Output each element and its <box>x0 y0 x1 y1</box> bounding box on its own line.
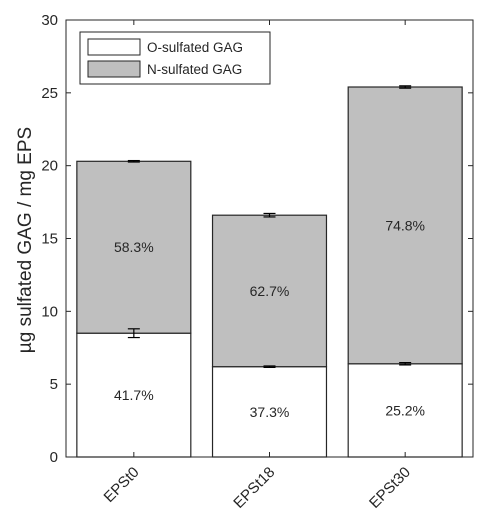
y-tick-label: 0 <box>50 449 58 466</box>
errorbars-layer <box>127 85 412 369</box>
y-tick-label: 15 <box>41 231 58 248</box>
bar-segment-epst30-s1 <box>347 86 463 365</box>
segment-percent-label: 25.2% <box>385 402 425 418</box>
y-axis-label-group: µg sulfated GAG / mg EPS <box>15 127 36 353</box>
y-tick-label: 30 <box>41 12 58 29</box>
bars-layer <box>76 86 463 458</box>
legend: O-sulfated GAG N-sulfated GAG <box>79 31 271 85</box>
legend-swatch <box>87 38 141 56</box>
x-tick-label: EPSt0 <box>101 464 143 506</box>
bar-segment-epst18-s1 <box>211 214 328 368</box>
segment-percent-label: 37.3% <box>250 404 290 420</box>
legend-swatch <box>87 60 141 78</box>
bar-segment-epst30-s0 <box>347 363 463 458</box>
y-tick-label: 20 <box>41 158 58 175</box>
x-tick-label: EPSt30 <box>366 464 414 512</box>
segment-percent-label: 58.3% <box>114 239 154 255</box>
bar-labels-layer: 41.7% 58.3% 37.3% 62.7% 25.2% 74.8% <box>114 217 425 419</box>
y-axis-label: µg sulfated GAG / mg EPS <box>15 127 36 353</box>
y-tick-label: 5 <box>50 376 58 393</box>
segment-percent-label: 74.8% <box>385 217 425 233</box>
bar-segment-epst0-s1 <box>76 160 192 334</box>
bar-segment-epst0-s0 <box>76 332 192 458</box>
segment-percent-label: 62.7% <box>250 283 290 299</box>
legend-label: N-sulfated GAG <box>147 62 242 77</box>
y-tick-label: 10 <box>41 303 58 320</box>
y-tick-label: 25 <box>41 85 58 102</box>
segment-percent-label: 41.7% <box>114 387 154 403</box>
x-tick-label: EPSt18 <box>230 464 278 512</box>
legend-label: O-sulfated GAG <box>147 40 243 55</box>
